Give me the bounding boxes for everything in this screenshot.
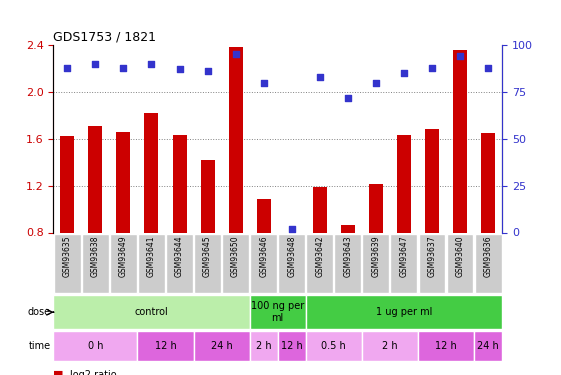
Point xyxy=(231,51,240,57)
FancyBboxPatch shape xyxy=(54,234,81,293)
Text: 2 h: 2 h xyxy=(382,341,398,351)
Bar xyxy=(88,126,102,232)
FancyBboxPatch shape xyxy=(82,234,109,293)
Text: GSM93640: GSM93640 xyxy=(456,236,465,277)
FancyBboxPatch shape xyxy=(418,331,474,361)
Point xyxy=(175,66,184,72)
Point xyxy=(484,64,493,70)
Text: GSM93635: GSM93635 xyxy=(63,236,72,277)
Text: GSM93643: GSM93643 xyxy=(343,236,352,277)
Text: 0.5 h: 0.5 h xyxy=(321,341,346,351)
Bar xyxy=(256,198,270,232)
Bar xyxy=(453,50,467,232)
Text: GSM93638: GSM93638 xyxy=(91,236,100,277)
Bar xyxy=(60,136,74,232)
FancyBboxPatch shape xyxy=(475,234,502,293)
Text: GSM93644: GSM93644 xyxy=(175,236,184,277)
Text: GSM93639: GSM93639 xyxy=(371,236,380,277)
FancyBboxPatch shape xyxy=(362,234,389,293)
FancyBboxPatch shape xyxy=(278,331,306,361)
Point xyxy=(91,61,100,67)
FancyBboxPatch shape xyxy=(53,331,137,361)
FancyBboxPatch shape xyxy=(250,234,277,293)
Point xyxy=(287,226,296,232)
Bar xyxy=(229,47,242,232)
Text: 12 h: 12 h xyxy=(435,341,457,351)
FancyBboxPatch shape xyxy=(419,234,445,293)
FancyBboxPatch shape xyxy=(110,234,137,293)
FancyBboxPatch shape xyxy=(250,331,278,361)
FancyBboxPatch shape xyxy=(362,331,418,361)
FancyBboxPatch shape xyxy=(390,234,417,293)
FancyBboxPatch shape xyxy=(194,234,221,293)
Point xyxy=(427,64,436,70)
FancyBboxPatch shape xyxy=(334,234,361,293)
Text: 12 h: 12 h xyxy=(281,341,302,351)
Text: GSM93646: GSM93646 xyxy=(259,236,268,277)
Bar xyxy=(341,225,355,232)
FancyBboxPatch shape xyxy=(278,234,305,293)
Text: 1 ug per ml: 1 ug per ml xyxy=(376,307,432,317)
Text: dose: dose xyxy=(27,307,50,317)
FancyBboxPatch shape xyxy=(250,296,306,329)
Text: 12 h: 12 h xyxy=(155,341,176,351)
FancyBboxPatch shape xyxy=(137,331,194,361)
Bar xyxy=(481,133,495,232)
Text: GSM93636: GSM93636 xyxy=(484,236,493,277)
Text: control: control xyxy=(135,307,168,317)
Point xyxy=(259,80,268,86)
Bar xyxy=(369,184,383,232)
FancyBboxPatch shape xyxy=(474,331,502,361)
Point xyxy=(315,74,324,80)
Text: 24 h: 24 h xyxy=(211,341,232,351)
Text: ■: ■ xyxy=(53,370,64,375)
Bar xyxy=(200,160,214,232)
Text: GSM93641: GSM93641 xyxy=(147,236,156,277)
FancyBboxPatch shape xyxy=(306,331,362,361)
FancyBboxPatch shape xyxy=(138,234,165,293)
Text: GDS1753 / 1821: GDS1753 / 1821 xyxy=(53,31,157,44)
FancyBboxPatch shape xyxy=(53,296,250,329)
Bar xyxy=(173,135,186,232)
Bar xyxy=(116,132,130,232)
Text: 100 ng per
ml: 100 ng per ml xyxy=(251,302,304,323)
Text: GSM93650: GSM93650 xyxy=(231,236,240,277)
Text: GSM93645: GSM93645 xyxy=(203,236,212,277)
Bar xyxy=(312,187,327,232)
Text: GSM93647: GSM93647 xyxy=(399,236,408,277)
Point xyxy=(371,80,380,86)
Text: GSM93637: GSM93637 xyxy=(427,236,436,277)
Point xyxy=(63,64,72,70)
FancyBboxPatch shape xyxy=(222,234,249,293)
FancyBboxPatch shape xyxy=(306,296,502,329)
Text: log2 ratio: log2 ratio xyxy=(70,370,117,375)
Bar xyxy=(144,113,158,232)
Point xyxy=(399,70,408,76)
Text: 24 h: 24 h xyxy=(477,341,499,351)
Text: GSM93642: GSM93642 xyxy=(315,236,324,277)
Point xyxy=(119,64,128,70)
Text: 0 h: 0 h xyxy=(88,341,103,351)
Point xyxy=(147,61,156,67)
FancyBboxPatch shape xyxy=(194,331,250,361)
Point xyxy=(343,94,352,100)
Point xyxy=(456,53,465,59)
Bar xyxy=(425,129,439,232)
Bar xyxy=(397,135,411,232)
Text: GSM93648: GSM93648 xyxy=(287,236,296,277)
Text: time: time xyxy=(29,341,50,351)
FancyBboxPatch shape xyxy=(306,234,333,293)
FancyBboxPatch shape xyxy=(166,234,193,293)
Text: GSM93649: GSM93649 xyxy=(119,236,128,277)
FancyBboxPatch shape xyxy=(447,234,473,293)
Text: 2 h: 2 h xyxy=(256,341,272,351)
Point xyxy=(203,68,212,74)
